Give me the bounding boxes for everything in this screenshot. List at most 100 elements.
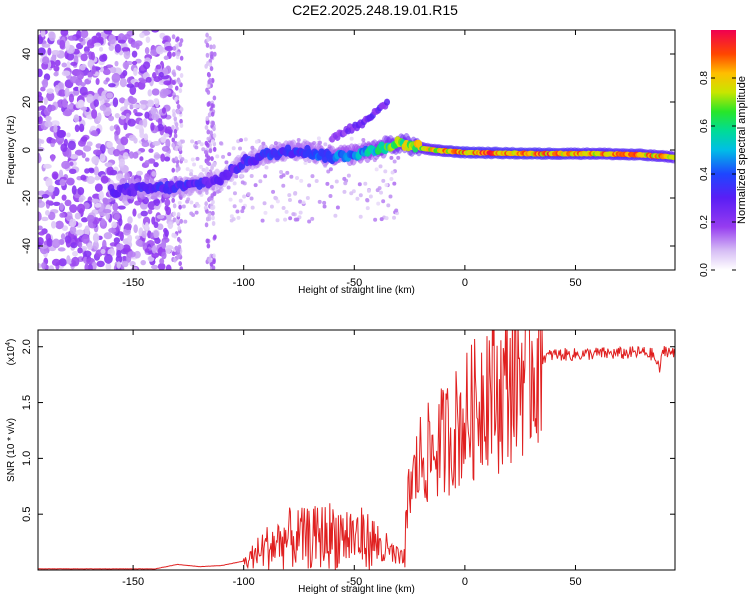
heatmap-cell — [76, 71, 85, 80]
heatmap-cell — [325, 181, 330, 186]
heatmap-cell — [69, 204, 78, 213]
heatmap-cell — [78, 99, 85, 108]
heatmap-cell — [133, 67, 138, 77]
heatmap-cell — [83, 145, 92, 152]
heatmap-cell — [179, 123, 184, 129]
heatmap-cell — [199, 142, 204, 147]
heatmap-cell — [232, 181, 237, 186]
heatmap-cell — [104, 253, 113, 264]
heatmap-cell — [153, 221, 159, 229]
heatmap-cell — [205, 238, 210, 244]
heatmap-cell — [74, 124, 80, 133]
heatmap-cell — [148, 148, 154, 153]
heatmap-cell — [163, 55, 169, 61]
heatmap-cell — [174, 122, 179, 128]
y-tick-label: -40 — [21, 238, 33, 254]
heatmap-cell — [114, 113, 120, 119]
heatmap-cell — [363, 181, 368, 186]
heatmap-cell — [190, 139, 195, 144]
heatmap-cell — [167, 221, 174, 230]
heatmap-cell — [136, 170, 143, 176]
heatmap-cell — [241, 205, 246, 210]
heatmap-cell — [121, 47, 131, 52]
heatmap-cell — [150, 122, 155, 131]
heatmap-cell — [205, 42, 210, 48]
heatmap-cell — [365, 206, 370, 211]
heatmap-cell — [132, 208, 137, 217]
heatmap-cell — [134, 81, 140, 88]
heatmap-cell — [194, 145, 199, 150]
heatmap-cell — [171, 51, 176, 57]
heatmap-cell — [38, 138, 43, 144]
heatmap-cell — [38, 95, 44, 103]
heatmap-cell — [295, 217, 300, 222]
heatmap-cell — [238, 146, 243, 151]
heatmap-cell — [139, 32, 145, 39]
heatmap-cell — [329, 184, 334, 189]
heatmap-cell — [210, 103, 215, 109]
heatmap-cell — [154, 237, 161, 244]
heatmap-cell — [207, 212, 212, 218]
heatmap-cell — [174, 85, 179, 91]
heatmap-cell — [62, 98, 68, 108]
heatmap-cell — [205, 32, 209, 38]
heatmap-cell — [164, 126, 173, 136]
x-tick-label: -50 — [346, 277, 362, 289]
heatmap-cell — [243, 137, 248, 142]
heatmap-cell — [38, 153, 41, 163]
heatmap-cell — [159, 258, 165, 265]
heatmap-cell — [263, 174, 268, 179]
heatmap-cell — [173, 128, 178, 134]
heatmap-cell — [284, 209, 289, 214]
heatmap-cell — [206, 156, 211, 162]
heatmap-cell — [156, 214, 165, 219]
heatmap-cell — [108, 227, 117, 233]
heatmap-cell — [150, 264, 159, 270]
heatmap-cell — [116, 261, 121, 269]
heatmap-cell — [46, 88, 55, 94]
heatmap-cell — [240, 209, 245, 214]
heatmap-cell — [204, 222, 209, 228]
heatmap-cell — [77, 81, 86, 87]
heatmap-cell — [151, 245, 157, 254]
colorbar-label: Normalized spectral amplitude — [736, 76, 748, 224]
heatmap-cell — [59, 39, 66, 49]
heatmap-cell — [146, 101, 155, 108]
heatmap-cell — [238, 198, 243, 203]
heatmap-cell — [281, 205, 286, 210]
heatmap-cell — [183, 159, 188, 164]
heatmap-cell — [172, 112, 176, 118]
heatmap-cell — [335, 205, 340, 210]
heatmap-cell — [104, 162, 113, 168]
heatmap-cell — [75, 229, 85, 236]
heatmap-cell — [134, 112, 143, 117]
heatmap-cell — [394, 208, 399, 213]
heatmap-cell — [151, 171, 157, 177]
heatmap-cell — [60, 233, 66, 240]
heatmap-cell — [210, 156, 214, 162]
heatmap-cell — [62, 110, 72, 117]
heatmap-cell — [80, 30, 89, 39]
heatmap-cell — [172, 217, 177, 223]
heatmap-cell — [168, 84, 173, 90]
heatmap-cell — [208, 257, 212, 263]
heatmap-cell — [176, 51, 181, 57]
heatmap-cell — [51, 258, 61, 267]
heatmap-cell — [205, 208, 209, 214]
heatmap-cell — [131, 50, 138, 58]
heatmap-cell — [368, 194, 373, 199]
heatmap-cell — [78, 241, 83, 248]
heatmap-cell — [102, 68, 111, 76]
heatmap-cell — [47, 185, 55, 193]
heatmap-cell — [152, 140, 161, 146]
heatmap-cell — [172, 45, 177, 51]
heatmap-cell — [60, 30, 69, 37]
heatmap-cell — [212, 161, 217, 166]
x-tick-label: 0 — [462, 277, 468, 289]
heatmap-cell — [80, 53, 88, 62]
heatmap-cell — [149, 232, 155, 240]
heatmap-cell — [358, 214, 363, 219]
heatmap-cell — [201, 147, 206, 152]
heatmap-cell — [108, 83, 116, 88]
heatmap-cell — [171, 124, 175, 130]
